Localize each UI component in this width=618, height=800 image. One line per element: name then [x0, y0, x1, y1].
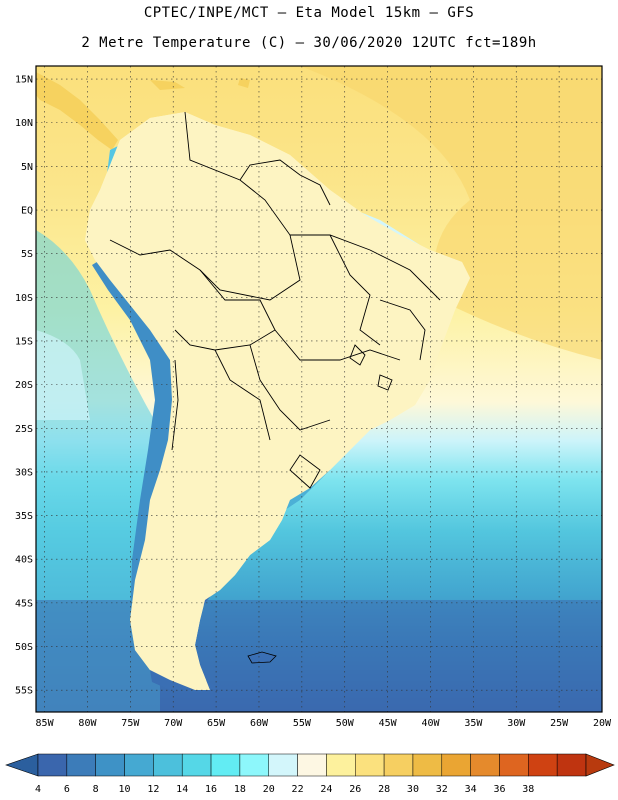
- lon-tick-label: 80W: [78, 718, 97, 729]
- warm-atlantic-band: [300, 66, 602, 360]
- central-america-land: [36, 72, 118, 150]
- colorbar-label: 8: [93, 784, 99, 795]
- lon-tick-label: 45W: [379, 718, 398, 729]
- lon-tick-label: 70W: [164, 718, 183, 729]
- lon-tick-label: 25W: [550, 718, 569, 729]
- colorbar-label: 26: [349, 784, 361, 795]
- temperature-map: 15N 10N 5N EQ 5S 10S 15S 20S 25S 30S 35S 40S 45S 50S 5…: [15, 65, 612, 729]
- colorbar-label: 14: [176, 784, 188, 795]
- colorbar-cell: [66, 753, 96, 777]
- colorbar-labels: 4 6 8 10 12 14 16 18 20 22 24 26 28 30 32 34 36 38: [35, 784, 534, 795]
- colorbar-label: 12: [147, 784, 159, 795]
- lon-tick-label: 60W: [250, 718, 269, 729]
- lat-tick-label: 40S: [15, 555, 33, 566]
- colorbar-cell: [210, 753, 241, 777]
- southern-andes-cold: [92, 260, 180, 650]
- country-borders: [84, 111, 471, 691]
- lon-tick-label: 50W: [336, 718, 355, 729]
- colorbar-cell: [499, 753, 529, 777]
- lat-tick-label: 35S: [15, 511, 33, 522]
- colorbar-cell: [239, 753, 269, 777]
- colorbar-cell: [412, 753, 443, 777]
- colorbar-cell: [441, 753, 471, 777]
- colorbar-label: 4: [35, 784, 41, 795]
- colorbar-cell: [124, 753, 154, 777]
- lat-tick-label: 5S: [21, 249, 33, 260]
- colorbar-cell: [95, 753, 125, 777]
- chart-title-line-1: CPTEC/INPE/MCT – Eta Model 15km – GFS: [143, 5, 475, 21]
- lat-tick-label: 10N: [15, 118, 33, 129]
- pacific-pale-band: [36, 330, 90, 420]
- lon-tick-label: 65W: [207, 718, 226, 729]
- colorbar: 4 6 8 10 12 14 16 18 20 22 24 26 28 30 32 34 36 38: [5, 753, 615, 795]
- falkland-islands: [247, 651, 277, 664]
- colorbar-label: 22: [292, 784, 304, 795]
- latitude-labels: 15N 10N 5N EQ 5S 10S 15S 20S 25S 30S 35S 40S 45S 50S 5…: [15, 75, 33, 697]
- colorbar-label: 38: [522, 784, 534, 795]
- longitude-labels: 85W 80W 75W 70W 65W 60W 55W 50W 45W 40W 35W 30W 25W 2…: [36, 718, 612, 729]
- map-field: [36, 66, 602, 712]
- colorbar-label: 16: [205, 784, 217, 795]
- colorbar-cell: [383, 753, 414, 777]
- chart-title-line-2: 2 Metre Temperature (C) – 30/06/2020 12U…: [81, 35, 537, 51]
- lat-tick-label: 10S: [15, 293, 33, 304]
- colorbar-cell: [268, 753, 298, 777]
- lon-tick-label: 85W: [36, 718, 55, 729]
- lon-tick-label: 55W: [293, 718, 312, 729]
- lat-tick-label: 30S: [15, 467, 33, 478]
- map-frame: [35, 65, 603, 713]
- colorbar-cell: [153, 753, 183, 777]
- colorbar-cell: [326, 753, 356, 777]
- colorbar-cell: [556, 753, 587, 777]
- lon-tick-label: 20W: [593, 718, 612, 729]
- colorbar-label: 34: [465, 784, 477, 795]
- southern-cold-band: [36, 600, 602, 712]
- colorbar-label: 30: [407, 784, 419, 795]
- lon-tick-label: 30W: [507, 718, 526, 729]
- lat-tick-label: 15S: [15, 336, 33, 347]
- colorbar-label: 6: [64, 784, 70, 795]
- lon-tick-label: 35W: [464, 718, 483, 729]
- colorbar-label: 28: [378, 784, 390, 795]
- lat-tick-label: 50S: [15, 642, 33, 653]
- lat-tick-label: 15N: [15, 75, 33, 86]
- colorbar-label: 20: [263, 784, 275, 795]
- colorbar-label: 10: [119, 784, 131, 795]
- lon-tick-label: 75W: [121, 718, 140, 729]
- colorbar-cell: [297, 753, 327, 777]
- lat-tick-label: 55S: [15, 686, 33, 697]
- colorbar-cell: [528, 753, 558, 777]
- colorbar-cell: [37, 753, 68, 777]
- lat-tick-label: 25S: [15, 424, 33, 435]
- lat-tick-label: 45S: [15, 598, 33, 609]
- lat-tick-label: EQ: [21, 206, 33, 217]
- lon-tick-label: 40W: [421, 718, 440, 729]
- colorbar-cell: [181, 753, 212, 777]
- colorbar-label: 18: [234, 784, 246, 795]
- colorbar-cell: [470, 753, 500, 777]
- lat-tick-label: 5N: [21, 162, 33, 173]
- lat-tick-label: 20S: [15, 380, 33, 391]
- colorbar-high-arrow: [585, 753, 615, 777]
- colorbar-label: 36: [493, 784, 505, 795]
- colorbar-low-arrow: [5, 753, 39, 777]
- colorbar-label: 24: [320, 784, 332, 795]
- caribbean-islands: [150, 78, 250, 90]
- colorbar-cell: [355, 753, 385, 777]
- colorbar-cells: [5, 753, 615, 777]
- colorbar-label: 32: [436, 784, 448, 795]
